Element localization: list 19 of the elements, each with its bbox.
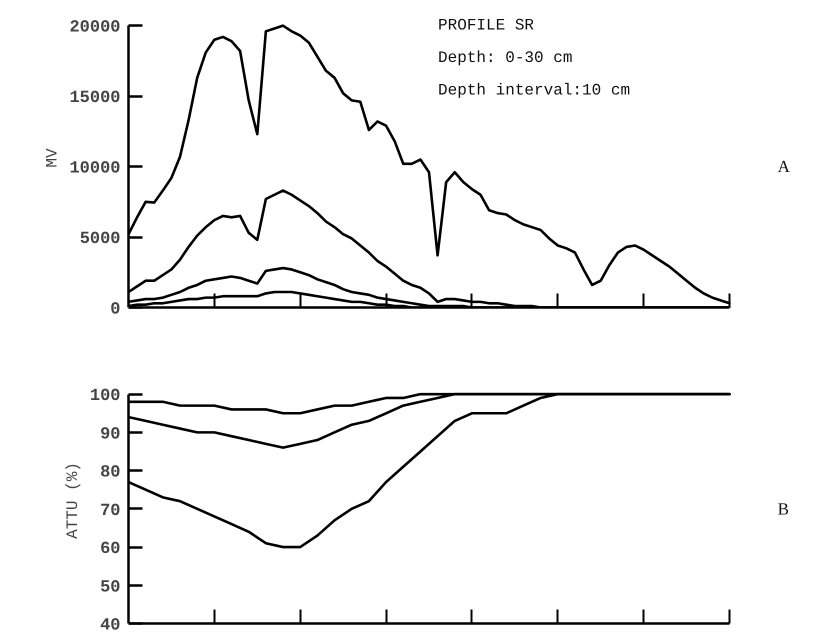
y-tick-label: 5000 <box>80 230 121 250</box>
y-tick-label: 50 <box>100 578 121 598</box>
y-axis-title: MV <box>43 148 62 168</box>
y-axis-title: ATTU (%) <box>64 462 82 539</box>
y-tick-label: 70 <box>100 502 121 521</box>
y-tick-label: 40 <box>100 616 121 633</box>
annotation: PROFILE SR <box>438 16 534 35</box>
y-tick-label: 80 <box>100 464 121 483</box>
text: B <box>778 499 789 518</box>
annotation: Depth: 0-30 cm <box>438 49 572 68</box>
y-tick-label: 90 <box>100 425 121 444</box>
y-tick-label: 15000 <box>69 89 121 108</box>
annotation: Depth interval:10 cm <box>438 81 630 100</box>
y-tick-label: 0 <box>110 300 120 320</box>
y-tick-label: 60 <box>100 540 121 560</box>
y-tick-label: 20000 <box>69 18 121 38</box>
text: A <box>778 157 791 176</box>
y-tick-label: 100 <box>90 387 121 406</box>
y-tick-label: 10000 <box>69 160 121 179</box>
